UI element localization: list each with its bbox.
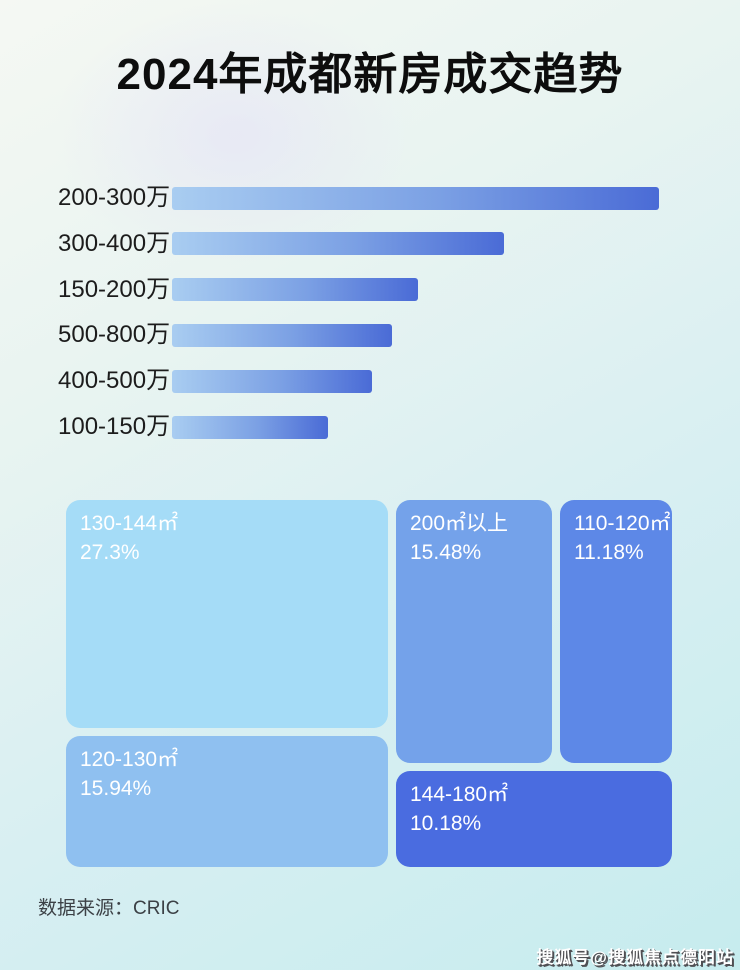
bar-row: 150-200万: [58, 275, 683, 303]
treemap-cell-label: 130-144㎡: [80, 512, 179, 535]
treemap-cell: 144-180㎡ 10.18%: [396, 771, 672, 867]
unit-area-treemap: 130-144㎡ 27.3% 200㎡以上 15.48% 110-120㎡ 11.18% 1…: [66, 500, 672, 867]
treemap-cell-value: 15.48%: [410, 541, 482, 564]
treemap-cell-label: 144-180㎡: [410, 783, 509, 806]
bar-fill: [172, 415, 328, 439]
treemap-cell-value: 10.18%: [410, 812, 482, 835]
page-title: 2024年成都新房成交趋势: [116, 50, 624, 99]
bar-fill: [172, 232, 505, 256]
treemap-cell-label: 120-130㎡: [80, 748, 179, 771]
bar-row: 500-800万: [58, 323, 683, 347]
watermark-text: 搜狐号@搜狐焦点德阳站: [536, 948, 734, 967]
bar-category-label: 500-800万: [58, 321, 171, 349]
treemap-cell: 200㎡以上 15.48%: [396, 500, 552, 763]
bar-row: 300-400万: [58, 229, 683, 257]
bar-fill: [172, 278, 418, 302]
bar-category-label: 300-400万: [58, 229, 171, 257]
treemap-cell-label: 110-120㎡: [574, 512, 671, 535]
data-source-label: 数据来源：CRIC: [38, 898, 180, 919]
bar-category-label: 200-300万: [58, 184, 171, 211]
bar-fill: [172, 186, 659, 210]
bar-row: 200-300万: [58, 186, 683, 210]
treemap-cell-value: 11.18%: [574, 541, 644, 564]
bar-category-label: 400-500万: [58, 367, 171, 395]
bar-category-label: 100-150万: [58, 413, 171, 440]
treemap-cell: 120-130㎡ 15.94%: [66, 736, 388, 867]
treemap-cell-label: 200㎡以上: [410, 512, 509, 535]
bar-fill: [172, 369, 373, 393]
price-range-bar-chart: 200-300万 300-400万 150-200万 500-800万 400-500万…: [58, 186, 683, 446]
treemap-cell-value: 15.94%: [80, 777, 152, 800]
bar-category-label: 150-200万: [58, 275, 171, 303]
treemap-cell: 110-120㎡ 11.18%: [560, 500, 672, 763]
bar-row: 400-500万: [58, 369, 683, 393]
treemap-cell: 130-144㎡ 27.3%: [66, 500, 388, 728]
bar-fill: [172, 323, 393, 347]
treemap-cell-value: 27.3%: [80, 541, 140, 564]
bar-row: 100-150万: [58, 415, 683, 439]
